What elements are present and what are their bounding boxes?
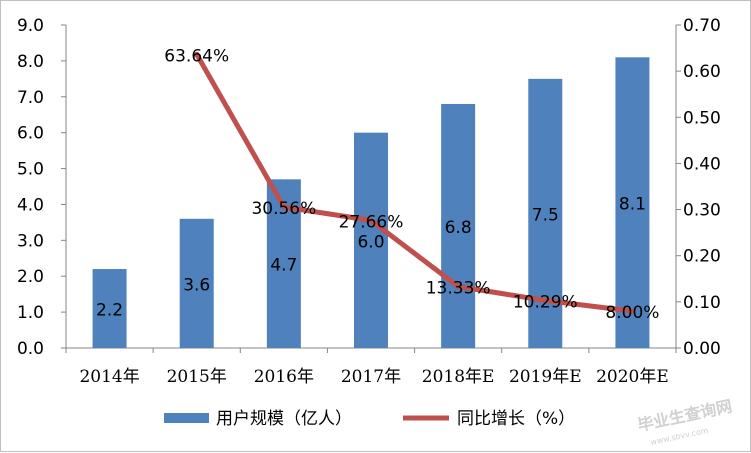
y-right-tick-label: 0.50 bbox=[683, 108, 721, 128]
line-series bbox=[194, 51, 635, 314]
data-labels: 2.2 3.6 4.7 6.0 6.8 7.5 8.1 63.64% 30.56% 27.66% 1… bbox=[96, 46, 659, 323]
x-tick-label: 2017年 bbox=[341, 367, 401, 387]
y-right-tick-label: 0.20 bbox=[683, 247, 721, 267]
y-right-tick-label: 0.70 bbox=[683, 16, 721, 36]
y-left-tick-label: 0.0 bbox=[17, 339, 44, 359]
line-data-label: 13.33% bbox=[426, 278, 491, 298]
y-left-tick-label: 5.0 bbox=[17, 160, 44, 180]
y-left-tick-label: 4.0 bbox=[17, 195, 44, 215]
line-point bbox=[281, 204, 287, 210]
x-tick-label: 2020年E bbox=[596, 367, 669, 387]
legend-bar-swatch bbox=[164, 413, 209, 423]
line-point bbox=[368, 217, 374, 223]
bar-data-label: 4.7 bbox=[270, 256, 297, 276]
x-tick-label: 2018年E bbox=[422, 367, 495, 387]
y-left-tick-label: 3.0 bbox=[17, 231, 44, 251]
y-left-tick-label: 2.0 bbox=[17, 267, 44, 287]
bar bbox=[92, 269, 127, 348]
bar bbox=[441, 103, 476, 348]
growth-line bbox=[194, 51, 635, 314]
line-point bbox=[194, 51, 200, 57]
y-left-tick-label: 6.0 bbox=[17, 124, 44, 144]
bar-data-label: 7.5 bbox=[532, 205, 559, 225]
x-tick-label: 2019年E bbox=[509, 367, 582, 387]
y-right-tick-label: 0.00 bbox=[683, 339, 721, 359]
line-data-label: 30.56% bbox=[251, 199, 316, 219]
y-left-tick-label: 7.0 bbox=[17, 88, 44, 108]
line-data-label: 63.64% bbox=[164, 46, 229, 66]
y-right-tick-label: 0.10 bbox=[683, 293, 721, 313]
x-tick-label: 2016年 bbox=[254, 367, 314, 387]
y-left-tick-label: 9.0 bbox=[17, 16, 44, 36]
bar bbox=[615, 57, 650, 349]
line-data-label: 10.29% bbox=[513, 293, 578, 313]
y-right-tick-label: 0.40 bbox=[683, 154, 721, 174]
line-data-label: 27.66% bbox=[339, 212, 404, 232]
legend-line-label: 同比增长（%） bbox=[457, 409, 575, 429]
bar bbox=[179, 218, 214, 348]
watermark-text: 毕业生查询网 bbox=[636, 396, 734, 435]
bar-series bbox=[92, 57, 650, 349]
y-left-tick-label: 1.0 bbox=[17, 303, 44, 323]
x-tick-label: 2014年 bbox=[79, 367, 139, 387]
bar-data-label: 6.8 bbox=[445, 218, 472, 238]
line-data-label: 8.00% bbox=[605, 303, 659, 323]
y-right-tick-label: 0.60 bbox=[683, 62, 721, 82]
line-point bbox=[455, 283, 461, 289]
legend: 用户规模（亿人） 同比增长（%） bbox=[164, 409, 575, 429]
bar bbox=[354, 132, 388, 348]
line-point bbox=[542, 298, 548, 304]
bar-data-label: 8.1 bbox=[619, 195, 646, 215]
legend-bar-label: 用户规模（亿人） bbox=[216, 409, 352, 429]
bar-data-label: 6.0 bbox=[357, 232, 384, 252]
bar-data-label: 3.6 bbox=[183, 275, 210, 295]
watermark: 毕业生查询网 www.sbvv.com bbox=[636, 396, 734, 447]
line-point bbox=[629, 308, 635, 314]
y-left-tick-label: 8.0 bbox=[17, 52, 44, 72]
bar-data-label: 2.2 bbox=[96, 301, 123, 321]
x-tick-label: 2015年 bbox=[167, 367, 227, 387]
y-right-tick-label: 0.30 bbox=[683, 201, 721, 221]
